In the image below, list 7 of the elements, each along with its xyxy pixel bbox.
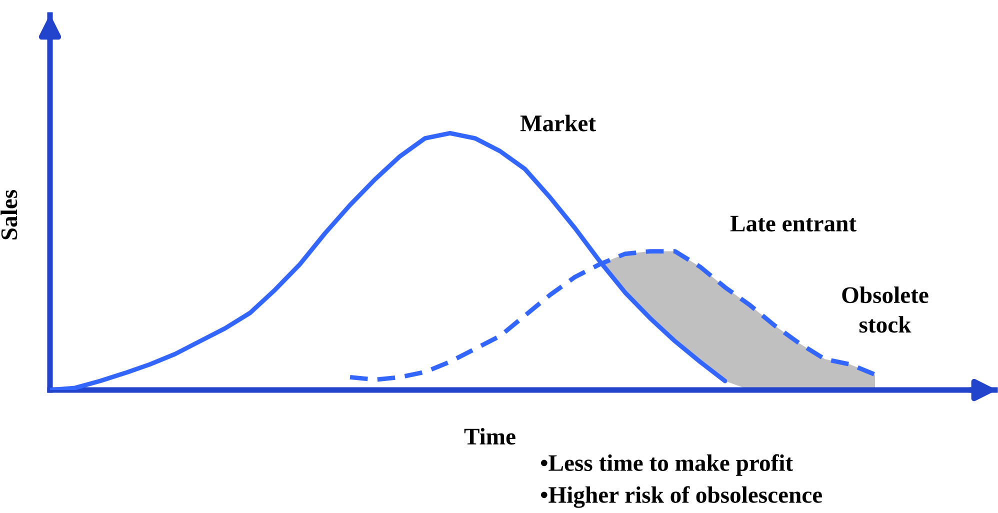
series-label: Market xyxy=(520,114,596,132)
x-axis-title: Time xyxy=(464,428,516,445)
series-label: Late entrant xyxy=(730,216,856,232)
annotation: Obsolete stock xyxy=(842,286,928,333)
text: •Less time to make profit xyxy=(540,454,793,476)
text: •Higher risk of obsolescence xyxy=(540,486,822,508)
y-axis-title: Sales xyxy=(0,190,18,240)
